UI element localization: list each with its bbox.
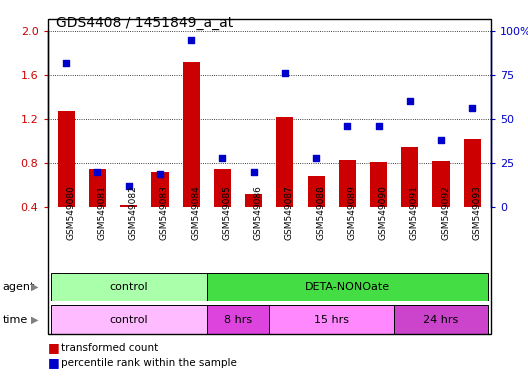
Point: [281, 70, 289, 76]
Bar: [89, 169, 106, 207]
Bar: [276, 117, 294, 207]
Text: GSM549082: GSM549082: [129, 185, 138, 240]
Bar: [464, 139, 481, 207]
Text: 15 hrs: 15 hrs: [314, 314, 349, 325]
Point: [218, 155, 227, 161]
Bar: [120, 205, 137, 207]
Bar: [214, 169, 231, 207]
Text: percentile rank within the sample: percentile rank within the sample: [61, 358, 237, 368]
Text: 8 hrs: 8 hrs: [224, 314, 252, 325]
Point: [156, 171, 164, 177]
Text: ▶: ▶: [31, 314, 38, 325]
Text: agent: agent: [3, 282, 35, 292]
Point: [374, 123, 383, 129]
Text: ■: ■: [48, 356, 59, 369]
Point: [468, 105, 477, 111]
Text: GSM549087: GSM549087: [285, 185, 294, 240]
Point: [249, 169, 258, 175]
Bar: [152, 172, 168, 207]
Bar: [339, 160, 356, 207]
Text: GSM549083: GSM549083: [160, 185, 169, 240]
Bar: [207, 273, 488, 301]
Text: GSM549093: GSM549093: [473, 185, 482, 240]
Text: transformed count: transformed count: [61, 343, 158, 353]
Bar: [183, 62, 200, 207]
Point: [125, 183, 133, 189]
Text: GSM549085: GSM549085: [222, 185, 231, 240]
Point: [187, 36, 195, 43]
Text: GSM549092: GSM549092: [441, 185, 450, 240]
Point: [312, 155, 320, 161]
Text: control: control: [109, 314, 148, 325]
Bar: [58, 111, 75, 207]
Text: GSM549080: GSM549080: [66, 185, 76, 240]
Point: [343, 123, 352, 129]
Text: GSM549091: GSM549091: [410, 185, 419, 240]
Point: [62, 60, 70, 66]
Text: control: control: [109, 282, 148, 292]
Text: GSM549090: GSM549090: [379, 185, 388, 240]
Bar: [394, 305, 488, 334]
Bar: [245, 194, 262, 207]
Bar: [207, 305, 269, 334]
Text: GDS4408 / 1451849_a_at: GDS4408 / 1451849_a_at: [56, 16, 234, 30]
Point: [93, 169, 102, 175]
Text: ■: ■: [48, 341, 59, 354]
Bar: [432, 161, 450, 207]
Bar: [401, 147, 418, 207]
Bar: [51, 305, 207, 334]
Text: GSM549089: GSM549089: [347, 185, 356, 240]
Text: GSM549086: GSM549086: [253, 185, 262, 240]
Point: [406, 98, 414, 104]
Text: GSM549081: GSM549081: [98, 185, 107, 240]
Text: GSM549088: GSM549088: [316, 185, 325, 240]
Point: [437, 137, 445, 143]
Text: GSM549084: GSM549084: [191, 185, 200, 240]
Bar: [370, 162, 387, 207]
Text: time: time: [3, 314, 28, 325]
Text: 24 hrs: 24 hrs: [423, 314, 459, 325]
Text: DETA-NONOate: DETA-NONOate: [305, 282, 390, 292]
Bar: [51, 273, 207, 301]
Bar: [269, 305, 394, 334]
Text: ▶: ▶: [31, 282, 38, 292]
Bar: [307, 177, 325, 207]
